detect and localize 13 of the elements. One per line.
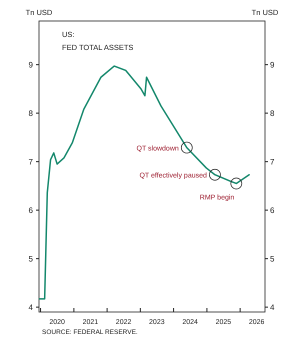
y-tick-label: 7 <box>28 158 34 167</box>
y2-tick-label: 5 <box>270 254 275 264</box>
y-tick-label: 4 <box>28 303 34 312</box>
y2-tick-label: 6 <box>270 206 275 216</box>
line-series <box>38 65 250 300</box>
y2-tick-label: 7 <box>270 158 275 167</box>
y2-tick-label: 8 <box>270 109 275 118</box>
y-tick-label: 9 <box>28 60 34 70</box>
y-tick-label: 6 <box>28 206 34 216</box>
y-tick-label: 8 <box>28 109 34 118</box>
y2-tick-label: 4 <box>270 303 275 312</box>
y2-tick-label: 9 <box>270 60 275 70</box>
y-tick-label: 5 <box>28 254 34 264</box>
